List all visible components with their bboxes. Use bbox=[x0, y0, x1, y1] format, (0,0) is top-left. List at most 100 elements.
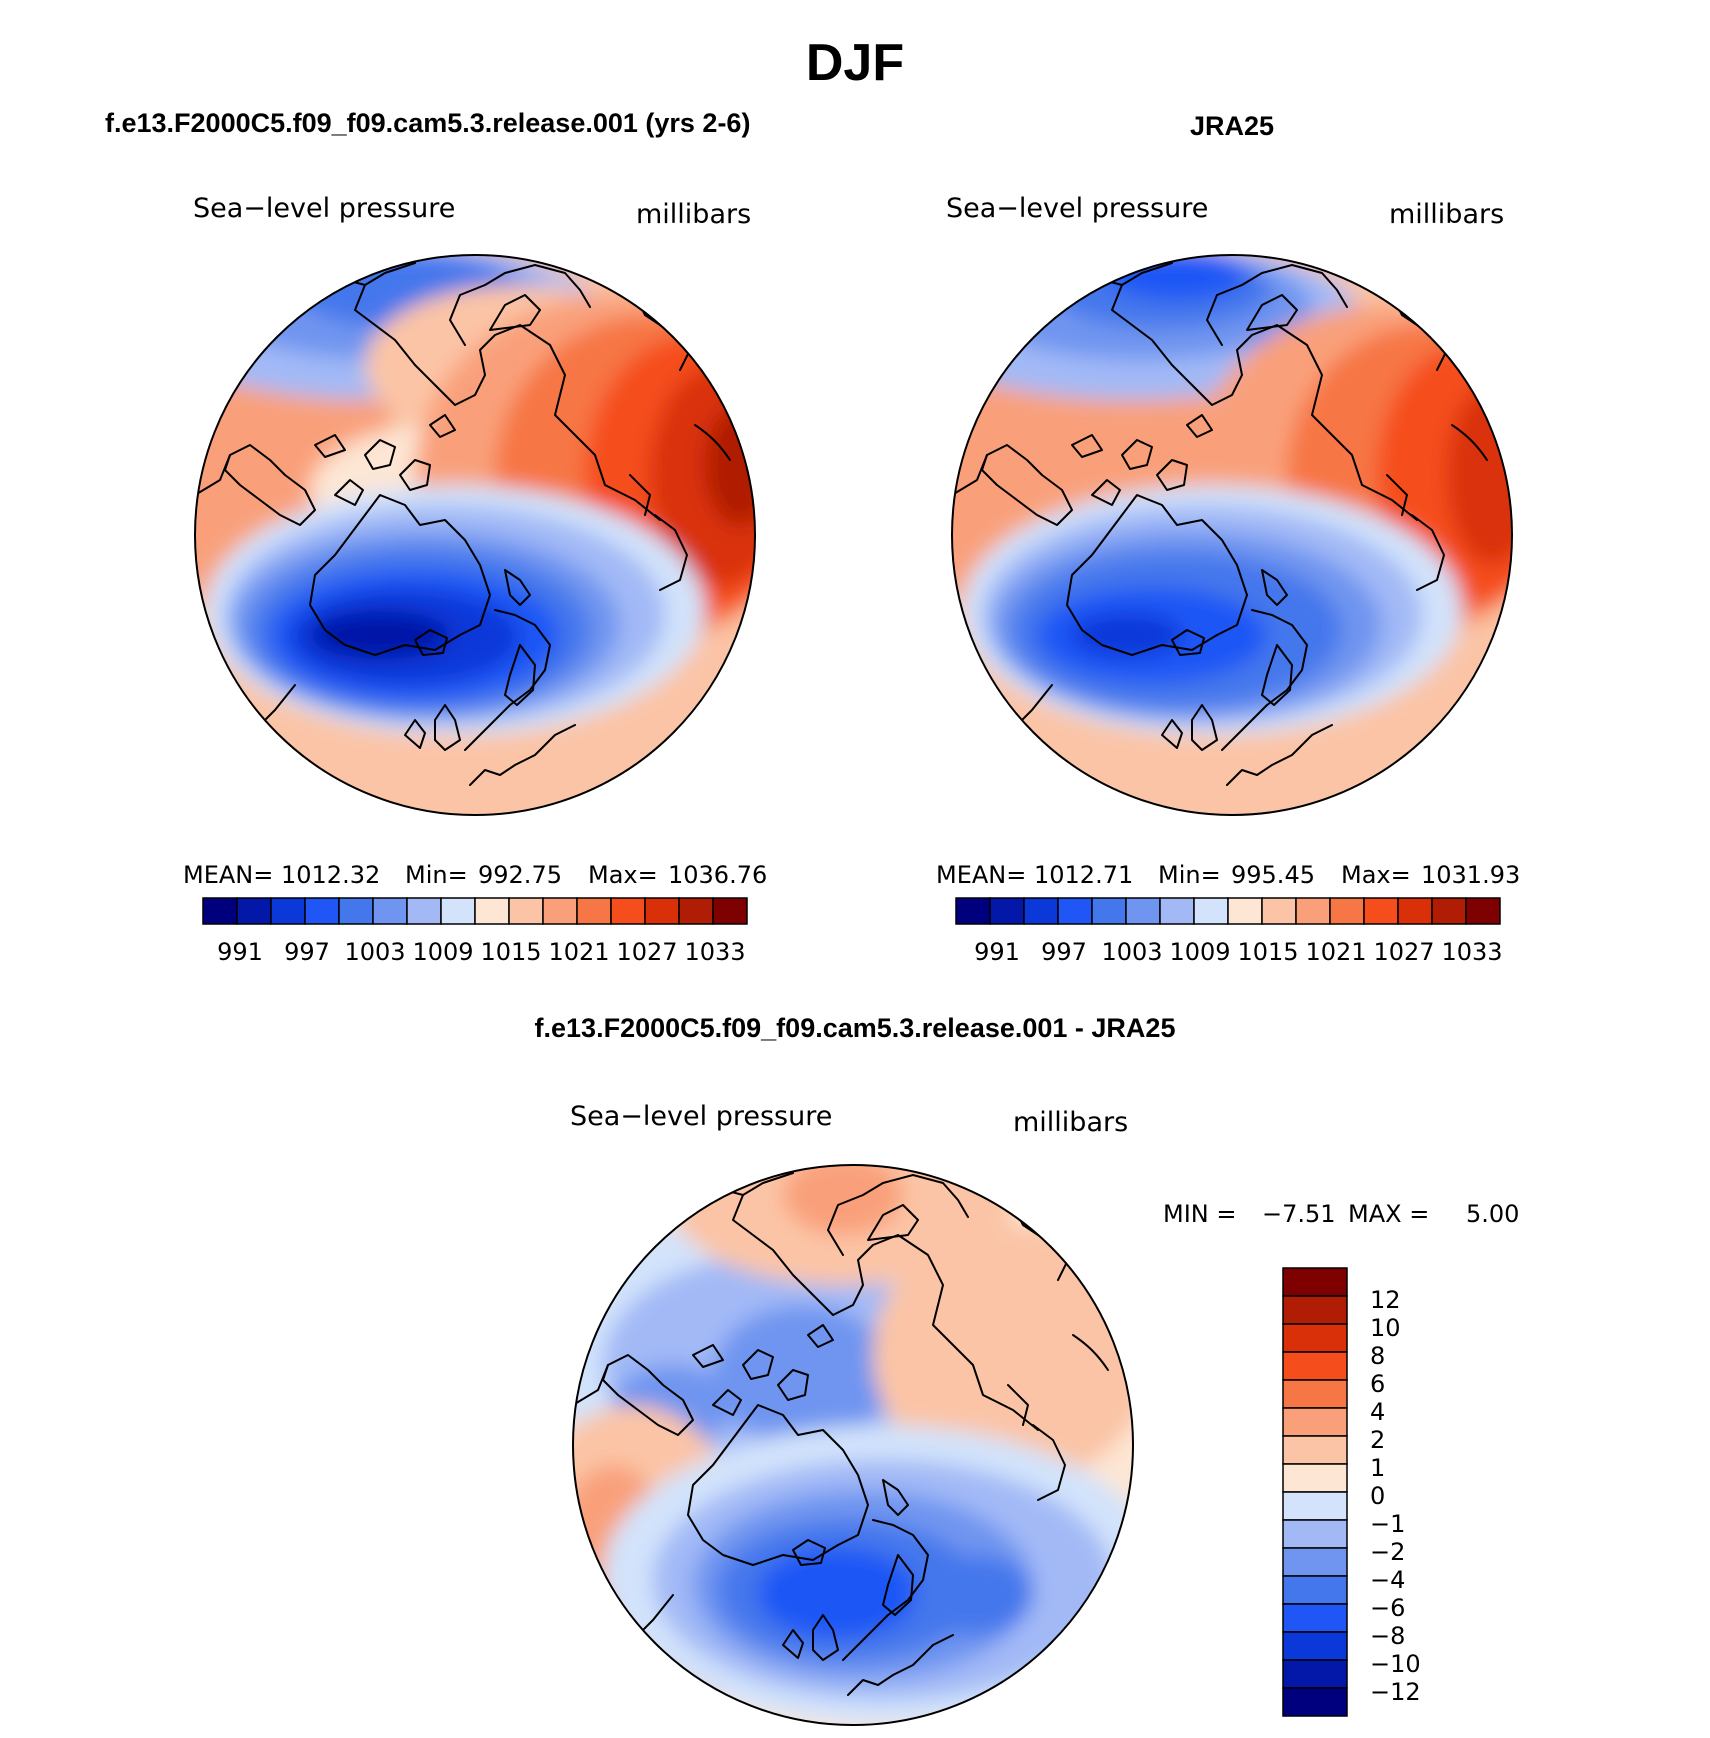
colorbar-box bbox=[644, 897, 680, 925]
colorbar-label: −4 bbox=[1370, 1566, 1405, 1594]
panel-1-title: f.e13.F2000C5.f09_f09.cam5.3.release.001… bbox=[105, 108, 750, 138]
panel-3-colorbar bbox=[1282, 1267, 1348, 1717]
colorbar-box bbox=[1261, 897, 1297, 925]
colorbar-box bbox=[1023, 897, 1059, 925]
colorbar-box bbox=[1282, 1547, 1348, 1577]
panel-2-title: JRA25 bbox=[1190, 111, 1274, 141]
panel-3-min-label: MIN = bbox=[1163, 1200, 1236, 1228]
colorbar-label: −10 bbox=[1370, 1650, 1421, 1678]
colorbar-box bbox=[1282, 1379, 1348, 1409]
panel-3-title: f.e13.F2000C5.f09_f09.cam5.3.release.001… bbox=[535, 1013, 1176, 1043]
colorbar-box bbox=[1282, 1295, 1348, 1325]
colorbar-box bbox=[1397, 897, 1433, 925]
colorbar-box bbox=[1282, 1519, 1348, 1549]
panel-1-min-label: Min= bbox=[405, 861, 468, 889]
panel-2-variable-label: Sea−level pressure bbox=[946, 193, 1208, 224]
panel-1-variable-label: Sea−level pressure bbox=[193, 193, 455, 224]
colorbar-box bbox=[542, 897, 578, 925]
panel-2-colorbar bbox=[955, 897, 1501, 925]
panel-2-polar-map bbox=[951, 254, 1513, 816]
colorbar-box bbox=[610, 897, 646, 925]
colorbar-box bbox=[440, 897, 476, 925]
colorbar-box bbox=[1431, 897, 1467, 925]
colorbar-label: 991 bbox=[974, 938, 1020, 966]
colorbar-label: 1009 bbox=[1169, 938, 1230, 966]
colorbar-label: 1021 bbox=[1305, 938, 1366, 966]
colorbar-label: −6 bbox=[1370, 1594, 1405, 1622]
colorbar-box bbox=[236, 897, 272, 925]
panel-1-polar-map bbox=[194, 254, 756, 816]
colorbar-label: 0 bbox=[1370, 1482, 1385, 1510]
colorbar-label: 991 bbox=[217, 938, 263, 966]
colorbar-label: 1009 bbox=[412, 938, 473, 966]
colorbar-box bbox=[1159, 897, 1195, 925]
colorbar-box bbox=[955, 897, 991, 925]
colorbar-label: 1033 bbox=[1441, 938, 1502, 966]
panel-3-polar-map bbox=[572, 1164, 1134, 1726]
colorbar-box bbox=[1091, 897, 1127, 925]
colorbar-box bbox=[1125, 897, 1161, 925]
panel-3-stats: MIN = −7.51 MAX = 5.00 bbox=[1163, 1200, 1519, 1228]
colorbar-box bbox=[1057, 897, 1093, 925]
colorbar-box bbox=[1295, 897, 1331, 925]
colorbar-label: 997 bbox=[284, 938, 330, 966]
colorbar-box bbox=[1282, 1491, 1348, 1521]
colorbar-label: 8 bbox=[1370, 1342, 1385, 1370]
panel-2-mean-value: 1012.71 bbox=[1034, 861, 1133, 889]
colorbar-label: 1003 bbox=[1101, 938, 1162, 966]
colorbar-box bbox=[1465, 897, 1501, 925]
colorbar-box bbox=[1282, 1463, 1348, 1493]
colorbar-box bbox=[1282, 1407, 1348, 1437]
panel-3-max-label: MAX = bbox=[1348, 1200, 1429, 1228]
colorbar-box bbox=[1329, 897, 1365, 925]
colorbar-box bbox=[1282, 1575, 1348, 1605]
colorbar-box bbox=[678, 897, 714, 925]
colorbar-label: −1 bbox=[1370, 1510, 1405, 1538]
panel-2-stats: MEAN= 1012.71 Min= 995.45 Max= 1031.93 bbox=[936, 861, 1520, 889]
colorbar-label: 6 bbox=[1370, 1370, 1385, 1398]
panel-2-units-label: millibars bbox=[1389, 199, 1504, 230]
colorbar-box bbox=[1193, 897, 1229, 925]
colorbar-label: 2 bbox=[1370, 1426, 1385, 1454]
colorbar-box bbox=[1282, 1603, 1348, 1633]
colorbar-box bbox=[712, 897, 748, 925]
colorbar-box bbox=[1282, 1631, 1348, 1661]
colorbar-box bbox=[406, 897, 442, 925]
panel-3-colorbar-labels: 12 10 8 6 4 2 1 0 −1 −2 −4 −6 −8 −10 −12 bbox=[1370, 1286, 1421, 1706]
colorbar-box bbox=[1363, 897, 1399, 925]
colorbar-label: 1021 bbox=[548, 938, 609, 966]
panel-2-mean-label: MEAN= bbox=[936, 861, 1026, 889]
panel-2-max-value: 1031.93 bbox=[1421, 861, 1520, 889]
colorbar-label: 10 bbox=[1370, 1314, 1401, 1342]
colorbar-label: 1033 bbox=[684, 938, 745, 966]
panel-3-units-label: millibars bbox=[1013, 1107, 1128, 1138]
colorbar-box bbox=[576, 897, 612, 925]
colorbar-box bbox=[1282, 1435, 1348, 1465]
panel-1-mean-value: 1012.32 bbox=[281, 861, 380, 889]
panel-1-colorbar-labels: 991 997 1003 1009 1015 1021 1027 1033 bbox=[217, 938, 745, 966]
colorbar-box bbox=[474, 897, 510, 925]
panel-1-mean-label: MEAN= bbox=[183, 861, 273, 889]
colorbar-box bbox=[1282, 1687, 1348, 1717]
panel-2-colorbar-labels: 991 997 1003 1009 1015 1021 1027 1033 bbox=[974, 938, 1502, 966]
panel-2-min-value: 995.45 bbox=[1231, 861, 1315, 889]
colorbar-box bbox=[1282, 1267, 1348, 1297]
panel-1-units-label: millibars bbox=[636, 199, 751, 230]
colorbar-label: 1 bbox=[1370, 1454, 1385, 1482]
colorbar-box bbox=[202, 897, 238, 925]
colorbar-box bbox=[1282, 1351, 1348, 1381]
panel-1-max-value: 1036.76 bbox=[668, 861, 767, 889]
colorbar-box bbox=[1227, 897, 1263, 925]
panel-2-min-label: Min= bbox=[1158, 861, 1221, 889]
colorbar-label: 1003 bbox=[344, 938, 405, 966]
colorbar-box bbox=[508, 897, 544, 925]
colorbar-box bbox=[1282, 1323, 1348, 1353]
colorbar-label: 1027 bbox=[1373, 938, 1434, 966]
colorbar-label: 1027 bbox=[616, 938, 677, 966]
panel-3-variable-label: Sea−level pressure bbox=[570, 1101, 832, 1132]
panel-2-max-label: Max= bbox=[1341, 861, 1411, 889]
colorbar-box bbox=[989, 897, 1025, 925]
colorbar-label: −2 bbox=[1370, 1538, 1405, 1566]
colorbar-box bbox=[1282, 1659, 1348, 1689]
